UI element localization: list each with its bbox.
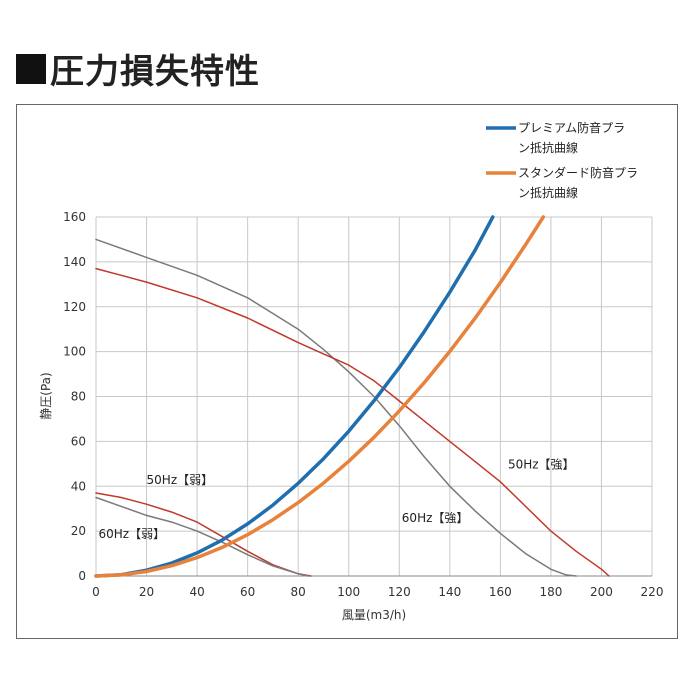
x-tick-labels: 0 20 40 60 80 100 120 140 160 180 200 220 bbox=[92, 585, 663, 599]
curve-line bbox=[95, 267, 610, 577]
y-tick-label: 20 bbox=[71, 524, 86, 538]
x-tick-label: 140 bbox=[438, 585, 461, 599]
legend-entry-label: ン抵抗曲線 bbox=[518, 140, 578, 155]
curve-annotation: 50Hz【弱】 bbox=[147, 473, 214, 487]
legend-entry-label: プレミアム防音プラ bbox=[518, 120, 625, 135]
curve-annotation: 60Hz【強】 bbox=[402, 511, 469, 525]
x-tick-label: 60 bbox=[240, 585, 255, 599]
curve-annotations: 50Hz【弱】 60Hz【弱】 60Hz【強】 50Hz【強】 bbox=[99, 457, 575, 541]
page-title: 圧力損失特性 bbox=[16, 44, 260, 93]
x-tick-label: 120 bbox=[388, 585, 411, 599]
y-axis-label: 静圧(Pa) bbox=[39, 372, 53, 419]
y-tick-label: 160 bbox=[63, 210, 86, 224]
curve-line bbox=[95, 496, 310, 577]
curve-line bbox=[94, 215, 546, 578]
curves bbox=[94, 215, 610, 578]
x-tick-label: 0 bbox=[92, 585, 100, 599]
y-tick-label: 60 bbox=[71, 434, 86, 448]
curve-line bbox=[95, 238, 577, 577]
legend-entry-label: ン抵抗曲線 bbox=[518, 185, 578, 200]
x-tick-label: 20 bbox=[139, 585, 154, 599]
legend-entry-label: スタンダード防音プラ bbox=[518, 165, 638, 180]
y-tick-label: 120 bbox=[63, 300, 86, 314]
x-tick-label: 200 bbox=[590, 585, 613, 599]
x-tick-label: 220 bbox=[641, 585, 664, 599]
x-tick-label: 100 bbox=[337, 585, 360, 599]
curve-annotation: 50Hz【強】 bbox=[508, 457, 575, 471]
x-tick-label: 160 bbox=[489, 585, 512, 599]
y-tick-label: 100 bbox=[63, 345, 86, 359]
y-tick-label: 0 bbox=[78, 569, 86, 583]
grid-lines bbox=[95, 216, 653, 577]
x-tick-label: 40 bbox=[189, 585, 204, 599]
title-square-icon bbox=[16, 53, 46, 84]
curve-line bbox=[94, 215, 495, 578]
x-axis-label: 風量(m3/h) bbox=[342, 608, 406, 622]
y-tick-label: 140 bbox=[63, 255, 86, 269]
y-tick-label: 80 bbox=[71, 390, 86, 404]
x-tick-label: 180 bbox=[539, 585, 562, 599]
y-tick-label: 40 bbox=[71, 479, 86, 493]
curve-annotation: 60Hz【弱】 bbox=[99, 527, 166, 541]
page-title-text: 圧力損失特性 bbox=[50, 52, 260, 92]
y-tick-labels: 0 20 40 60 80 100 120 140 160 bbox=[63, 210, 86, 583]
chart-frame bbox=[16, 104, 678, 639]
x-tick-label: 80 bbox=[291, 585, 306, 599]
